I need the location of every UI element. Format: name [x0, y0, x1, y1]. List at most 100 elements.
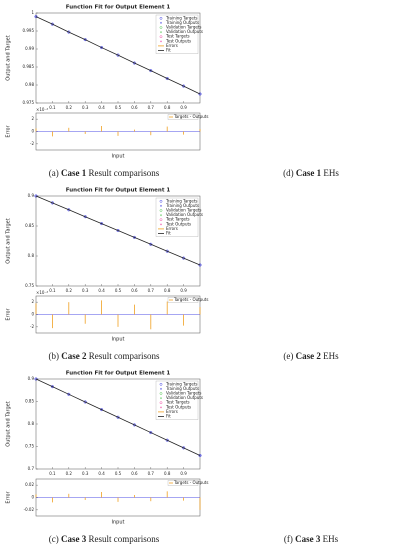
y-tick-label: 0.9 — [28, 193, 35, 198]
legend-swatch — [160, 223, 162, 226]
caption-text: Result comparisons — [89, 168, 160, 178]
legend-swatch — [160, 21, 162, 24]
legend-label: Fit — [166, 414, 171, 419]
legend-label: Errors — [166, 226, 178, 231]
x-tick-label: 0.5 — [115, 105, 122, 110]
legend-label: Validation Targets — [166, 208, 201, 213]
legend-swatch — [160, 397, 162, 400]
legend-swatch — [159, 209, 163, 212]
caption-text: EHs — [323, 351, 339, 361]
legend-swatch — [159, 16, 163, 20]
error-y-label: Error — [6, 124, 12, 137]
caption-text: EHs — [323, 168, 339, 178]
legend-label: Test Targets — [165, 400, 190, 405]
x-axis-label: Input — [112, 154, 125, 160]
y-tick-label: 0.7 — [28, 466, 35, 471]
x-tick-label: 0.2 — [66, 105, 73, 110]
y-tick-label: 0.75 — [25, 444, 34, 449]
error-legend-box — [167, 480, 199, 486]
chart-title: Function Fit for Output Element 1 — [66, 188, 171, 194]
caption-text: Result comparisons — [89, 534, 160, 544]
x-tick-label: 0.5 — [115, 471, 122, 476]
legend-label: Test Outputs — [165, 38, 191, 43]
fit-line — [35, 16, 201, 95]
x-tick-label: 0.3 — [82, 471, 89, 476]
x-tick-label: 0.4 — [98, 288, 105, 293]
error-legend-label: Targets - Outputs — [173, 114, 208, 119]
legend-label: Errors — [166, 409, 178, 414]
error-y-tick-label: 0 — [31, 495, 34, 500]
caption-case: Case 1 — [61, 168, 87, 178]
caption-label: (e) — [283, 351, 293, 361]
legend-swatch — [159, 392, 163, 395]
caption-label: (b) — [49, 351, 60, 361]
y-tick-label: 0.85 — [25, 399, 34, 404]
x-tick-label: 0.6 — [131, 288, 138, 293]
x-tick-label: 0.1 — [49, 105, 56, 110]
y-tick-label: 0.8 — [28, 421, 35, 426]
legend-box — [155, 380, 199, 420]
caption-label: (f) — [284, 534, 293, 544]
y-tick-label: 0.995 — [23, 28, 35, 33]
error-y-label: Error — [6, 490, 12, 503]
legend-label: Training Outputs — [165, 386, 199, 391]
y-tick-label: 0.975 — [23, 100, 35, 105]
error-y-tick-label: 0.02 — [25, 482, 34, 487]
exponent-label: ×10⁻⁴ — [36, 107, 49, 112]
x-tick-label: 0.9 — [180, 471, 187, 476]
caption: (e) Case 2 EHs — [283, 351, 339, 361]
legend-swatch — [159, 26, 163, 29]
fit-line — [35, 378, 201, 456]
legend-swatch — [159, 401, 163, 405]
legend-label: Test Outputs — [165, 221, 191, 226]
caption-label: (a) — [49, 168, 59, 178]
legend-label: Training Targets — [165, 198, 198, 203]
legend-swatch — [159, 382, 163, 386]
legend-swatch — [160, 387, 162, 390]
x-tick-label: 0.8 — [164, 471, 171, 476]
y-axis-label: Output and Target — [6, 401, 12, 446]
legend-label: Test Targets — [165, 34, 190, 39]
y-tick-label: 0.75 — [25, 283, 34, 288]
error-legend-label: Targets - Outputs — [173, 480, 208, 485]
error-y-label: Error — [6, 307, 12, 320]
legend-box — [155, 197, 199, 237]
y-tick-label: 0.99 — [25, 46, 34, 51]
x-tick-label: 0.3 — [82, 105, 89, 110]
x-tick-label: 0.7 — [148, 288, 155, 293]
legend-label: Validation Outputs — [166, 212, 203, 217]
legend-swatch — [160, 40, 162, 43]
caption-label: (d) — [283, 168, 294, 178]
legend-label: Fit — [166, 231, 171, 236]
caption-label: (c) — [49, 534, 59, 544]
y-tick-label: 0.985 — [23, 64, 35, 69]
x-tick-label: 0.5 — [115, 288, 122, 293]
legend-label: Training Outputs — [165, 203, 199, 208]
error-y-tick-label: -2 — [30, 324, 34, 329]
x-tick-label: 0.9 — [180, 288, 187, 293]
legend-label: Test Outputs — [165, 404, 191, 409]
legend-swatch — [160, 406, 162, 409]
caption: (f) Case 3 EHs — [284, 534, 339, 544]
legend-swatch — [159, 35, 163, 39]
legend-label: Validation Targets — [166, 391, 201, 396]
error-y-tick-label: -0.02 — [24, 507, 35, 512]
x-tick-label: 0.8 — [164, 105, 171, 110]
legend-swatch — [160, 214, 162, 217]
legend-box — [155, 14, 199, 54]
error-y-tick-label: -2 — [30, 141, 34, 146]
legend-label: Training Outputs — [165, 20, 199, 25]
caption: (b) Case 2 Result comparisons — [49, 351, 160, 361]
error-y-tick-label: 2 — [31, 116, 34, 121]
x-tick-label: 0.3 — [82, 288, 89, 293]
caption: (a) Case 1 Result comparisons — [49, 168, 160, 178]
x-tick-label: 0.7 — [148, 105, 155, 110]
y-axis-label: Output and Target — [6, 218, 12, 263]
legend-label: Validation Outputs — [166, 395, 203, 400]
error-legend-label: Targets - Outputs — [173, 297, 208, 302]
error-legend-box — [167, 114, 199, 120]
x-tick-label: 0.7 — [148, 471, 155, 476]
error-y-tick-label: 0 — [31, 312, 34, 317]
x-tick-label: 0.6 — [131, 105, 138, 110]
